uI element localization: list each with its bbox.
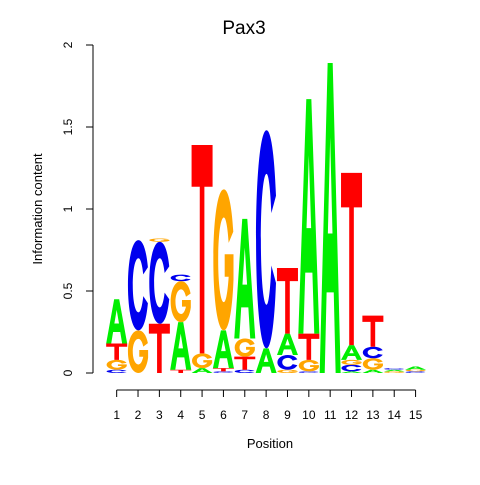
logo-letter-a <box>319 63 341 373</box>
x-tick-label: 12 <box>345 408 359 422</box>
logo-letter-a <box>170 322 192 370</box>
x-tick-label: 14 <box>388 408 402 422</box>
x-tick-label: 3 <box>156 408 163 422</box>
logo-letter-c <box>127 240 148 331</box>
y-tick-label: 2 <box>61 41 75 48</box>
logo-letter-a <box>405 366 427 370</box>
x-tick-label: 13 <box>366 408 380 422</box>
logo-letter-c <box>234 369 255 373</box>
y-tick-label: 1 <box>61 205 75 212</box>
chart-title: Pax3 <box>222 18 265 39</box>
x-tick-label: 8 <box>263 408 270 422</box>
logo-letter-c <box>362 346 383 359</box>
x-tick-label: 7 <box>241 408 248 422</box>
logo-letter-a <box>341 345 363 360</box>
logo-letter-a <box>383 369 405 372</box>
logo-letter-t <box>298 333 320 360</box>
y-tick-label: 0 <box>61 369 75 376</box>
logo-letter-g <box>298 359 319 372</box>
logo-letter-g <box>149 238 170 242</box>
logo-letter-t <box>106 343 128 360</box>
y-tick-label: 0.5 <box>61 282 75 299</box>
x-tick-label: 4 <box>177 408 184 422</box>
logo-letter-c <box>277 354 298 370</box>
letter-stacks <box>106 63 427 373</box>
logo-letter-t <box>234 356 256 370</box>
logo-letter-c <box>405 371 426 373</box>
x-tick-label: 15 <box>409 408 423 422</box>
logo-letter-c <box>298 371 319 373</box>
logo-letter-g <box>384 371 405 373</box>
x-tick-label: 9 <box>284 408 291 422</box>
x-tick-label: 5 <box>199 408 206 422</box>
logo-letter-g <box>341 359 362 365</box>
x-tick-label: 11 <box>324 408 337 422</box>
logo-letter-a <box>212 330 234 369</box>
logo-letter-t <box>191 145 213 354</box>
logo-letter-g <box>127 330 149 373</box>
logo-letter-a <box>255 348 277 373</box>
x-tick-label: 2 <box>135 408 142 422</box>
logo-letter-c <box>149 241 170 324</box>
logo-letter-a <box>106 299 128 344</box>
logo-letter-g <box>106 359 127 370</box>
logo-letter-t <box>212 368 234 372</box>
logo-letter-a <box>298 99 320 334</box>
logo-letter-g <box>362 358 383 370</box>
x-tick-label: 6 <box>220 408 227 422</box>
x-axis: 1 2 3 4 5 6 7 8 9 10 11 12 13 14 15 <box>113 389 423 422</box>
logo-letter-t <box>341 172 363 346</box>
y-tick-label: 1.5 <box>61 118 75 135</box>
x-axis-label: Position <box>247 436 293 451</box>
x-tick-label: 1 <box>113 408 120 422</box>
logo-letter-t <box>276 268 298 334</box>
logo-letter-c <box>213 371 234 373</box>
logo-letter-a <box>276 333 298 355</box>
logo-letter-g <box>277 369 298 373</box>
logo-letter-g <box>213 189 234 331</box>
logo-letter-t <box>362 315 384 347</box>
x-tick-label: 10 <box>302 408 316 422</box>
logo-letter-c <box>256 130 276 349</box>
y-axis-label: Information content <box>30 153 45 265</box>
logo-letter-t <box>170 369 192 373</box>
logo-letter-c <box>106 369 127 373</box>
logo-letter-c <box>341 364 362 372</box>
y-axis: 0 0.5 1 1.5 2 <box>61 41 94 376</box>
logo-letter-a <box>341 371 363 373</box>
logo-letter-a <box>234 218 256 339</box>
logo-letter-c <box>384 368 405 370</box>
logo-letter-c <box>170 274 191 282</box>
logo-letter-a <box>191 368 213 373</box>
logo-letter-g <box>191 353 213 369</box>
logo-letter-a <box>362 369 384 373</box>
logo-letter-g <box>234 338 255 357</box>
logo-letter-g <box>405 369 426 372</box>
logo-letter-t <box>148 323 170 373</box>
logo-letter-g <box>170 281 191 323</box>
